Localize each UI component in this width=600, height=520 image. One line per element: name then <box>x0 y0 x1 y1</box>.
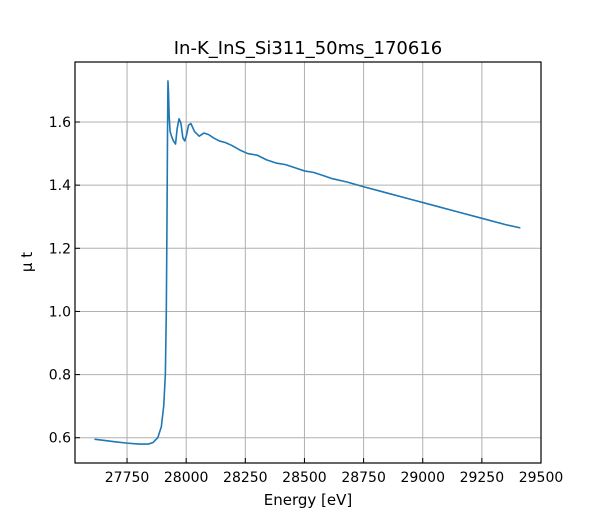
y-tick-label: 0.8 <box>49 368 71 384</box>
x-tick-label: 29500 <box>519 470 564 486</box>
y-tick-label: 1.6 <box>49 115 71 131</box>
x-tick-label: 29000 <box>400 470 445 486</box>
y-tick-label: 1.4 <box>49 178 71 194</box>
y-axis-label: μ t <box>18 252 36 272</box>
y-tick-label: 0.6 <box>49 431 71 447</box>
y-tick-label: 1.2 <box>49 241 71 257</box>
x-tick-label: 28750 <box>341 470 386 486</box>
y-tick-label: 1.0 <box>49 304 71 320</box>
grid <box>75 62 542 463</box>
ticks: 27750 28000 28250 28500 28750 29000 29250 29500… <box>49 115 564 486</box>
x-axis-label: Energy [eV] <box>264 491 352 509</box>
plot-frame <box>74 61 542 464</box>
chart-title: In-K_InS_Si311_50ms_170616 <box>174 38 442 59</box>
x-tick-label: 28250 <box>223 470 268 486</box>
series-layer <box>94 80 521 445</box>
x-tick-label: 29250 <box>460 470 505 486</box>
x-tick-label: 28000 <box>164 470 209 486</box>
x-tick-label: 27750 <box>105 470 150 486</box>
x-tick-label: 28500 <box>282 470 327 486</box>
series-line <box>94 80 521 445</box>
